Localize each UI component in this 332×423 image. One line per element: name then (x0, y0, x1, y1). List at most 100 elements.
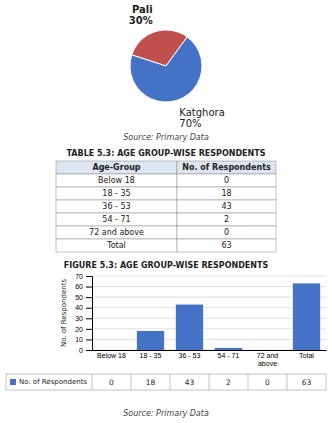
table-text: 2 (224, 215, 229, 224)
tick: 70 (75, 273, 92, 280)
pie-label: Pali (132, 4, 153, 15)
table-text: 43 (221, 202, 231, 211)
table-cell (177, 200, 276, 213)
table-text: Total (106, 241, 126, 250)
tick-mark (86, 339, 92, 340)
table-header: No. of Respondents (182, 163, 271, 172)
pie-chart: Pali30%Katghora70%Source: Primary Data (123, 4, 225, 142)
table-header: Age-Group (92, 163, 140, 172)
table-cell (177, 213, 276, 226)
source-note: Source: Primary Data (123, 409, 209, 418)
tick-label-line: above (258, 360, 277, 367)
grid-line (92, 350, 326, 351)
data-label: 2 (226, 378, 231, 387)
tick-label: 30 (75, 315, 83, 322)
axis-line (86, 277, 93, 351)
data-label: 43 (185, 378, 195, 387)
table-cell (177, 239, 276, 252)
table-text: 36 - 53 (102, 202, 130, 211)
chart-title: FIGURE 5.3: AGE GROUP-WISE RESPONDENTS (64, 261, 269, 270)
table-cell (56, 213, 177, 226)
data-table-border (6, 374, 326, 390)
axis-line (93, 350, 327, 351)
tick-label-line: Total (299, 352, 314, 359)
table-text: 18 - 35 (102, 189, 130, 198)
bar (215, 348, 242, 350)
data-label: 18 (146, 378, 156, 387)
bar (176, 305, 203, 350)
table-cell (56, 174, 177, 187)
data-table-divider (287, 374, 288, 390)
data-table: TABLE 5.3: AGE GROUP-WISE RESPONDENTSAge… (56, 149, 276, 252)
grid-line (92, 297, 326, 298)
tick-label: 10 (75, 336, 83, 343)
table-cell (177, 174, 276, 187)
table-text: 0 (224, 228, 229, 237)
tick: Below 18 (97, 352, 126, 359)
data-table-divider (248, 374, 249, 390)
bar (98, 350, 125, 351)
tick: 0 (79, 347, 92, 354)
grid-line (92, 339, 326, 340)
tick-label-line: 18 - 35 (140, 352, 162, 359)
table-cell (56, 239, 177, 252)
pie-value-label: 70% (179, 118, 201, 129)
tick-label: 50 (75, 294, 83, 301)
pie-slice (130, 37, 202, 102)
tick: 18 - 35 (140, 352, 162, 359)
tick-label: 60 (75, 283, 83, 290)
x-axis: Below 18 18 - 35 36 - 53 54 - 71 72 andabove… (93, 351, 327, 367)
pie-labels: Pali30% Katghora70% (129, 4, 225, 129)
table-text: 72 and above (89, 228, 144, 237)
figure: Pali30% Katghora70% Source: Primary Data TA… (0, 0, 332, 423)
tick-mark (86, 297, 92, 298)
tick-label: 0 (79, 347, 83, 354)
grid-line (92, 328, 326, 329)
bars (137, 283, 320, 350)
tick: 20 (75, 326, 92, 333)
tick-label-line: 54 - 71 (218, 352, 240, 359)
legend-label: No. of Respondents (19, 378, 87, 386)
tick: 10 (75, 336, 92, 343)
tick-label: 18 - 35 (140, 352, 162, 359)
data-table-divider (209, 374, 210, 390)
bar (137, 331, 164, 350)
tick: 60 (75, 283, 92, 290)
tick-label: 36 - 53 (179, 352, 201, 359)
legend-swatch (10, 379, 16, 385)
tick: 54 - 71 (218, 352, 240, 359)
bar-chart: FIGURE 5.3: AGE GROUP-WISE RESPONDENTS 0 1… (6, 261, 327, 418)
tick-label: 70 (75, 273, 83, 280)
tick-mark (86, 276, 92, 277)
grid-line (92, 276, 326, 277)
tick: 36 - 53 (179, 352, 201, 359)
tick-mark (86, 350, 92, 351)
tick-label: Total (299, 352, 314, 359)
pie-label: Katghora (179, 107, 224, 118)
tick-label: 72 andabove (257, 352, 279, 367)
data-table-divider (170, 374, 171, 390)
bar-data-table: No. of Respondents018432063 (6, 374, 326, 390)
y-axis: 0 10 20 30 40 50 60 70 (75, 273, 92, 354)
table-cell (177, 187, 276, 200)
tick: 30 (75, 315, 92, 322)
tick-mark (86, 308, 92, 309)
pie-slices (130, 30, 202, 102)
tick-label: 54 - 71 (218, 352, 240, 359)
tick-mark (86, 287, 92, 288)
grid-line (92, 318, 326, 319)
table-cell (177, 226, 276, 239)
tick-label-line: 36 - 53 (179, 352, 201, 359)
pie-value-label: 30% (129, 15, 153, 26)
table-header-cell (56, 161, 177, 174)
table-header-cell (177, 161, 276, 174)
data-table-divider (131, 374, 132, 390)
grid-line (92, 286, 326, 287)
data-label: 0 (265, 378, 270, 387)
data-label: 63 (302, 378, 312, 387)
tick: Total (299, 352, 314, 359)
tick: 72 andabove (257, 352, 279, 367)
tick: 40 (75, 304, 92, 311)
y-axis-title: No. of Respondents (60, 279, 68, 347)
tick: 50 (75, 294, 92, 301)
